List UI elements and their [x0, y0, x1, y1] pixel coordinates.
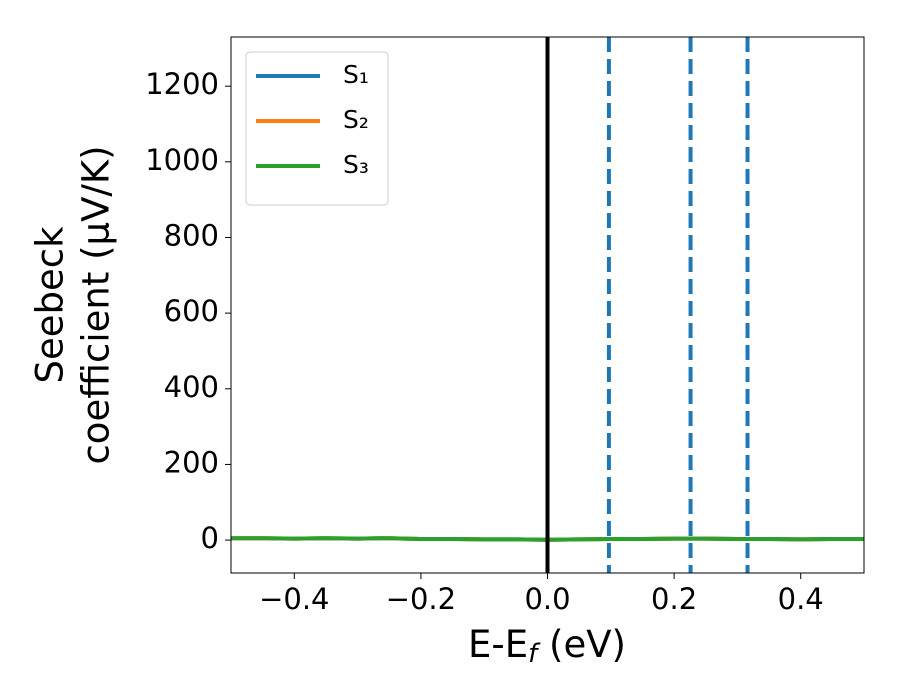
- x-tick-label: −0.4: [259, 582, 329, 616]
- y-label-line: Seebeck: [29, 226, 72, 384]
- y-tick-label: 200: [164, 445, 219, 479]
- y-tick-label: 0: [201, 521, 219, 555]
- x-tick-label: 0.0: [524, 582, 570, 616]
- legend-label: S₁: [343, 60, 369, 89]
- y-tick-label: 1200: [145, 67, 219, 101]
- x-tick-label: 0.4: [778, 582, 824, 616]
- y-tick-label: 600: [164, 294, 219, 328]
- y-tick-label: 400: [164, 370, 219, 404]
- x-label-unit: (eV): [537, 623, 626, 666]
- y-label-line: coefficient (μV/K): [75, 145, 118, 464]
- y-tick-label: 1000: [145, 143, 219, 177]
- y-axis-label: Seebeck coefficient (μV/K): [29, 145, 118, 464]
- x-tick-label: −0.2: [386, 582, 456, 616]
- plot-area: [231, 37, 864, 573]
- legend-label: S₃: [343, 150, 369, 179]
- legend-label: S₂: [343, 105, 369, 134]
- y-tick-label: 800: [164, 218, 219, 252]
- x-label-text: E-E: [468, 623, 528, 666]
- x-axis-label: E-Ef (eV): [468, 623, 626, 669]
- x-tick-label: 0.2: [651, 582, 697, 616]
